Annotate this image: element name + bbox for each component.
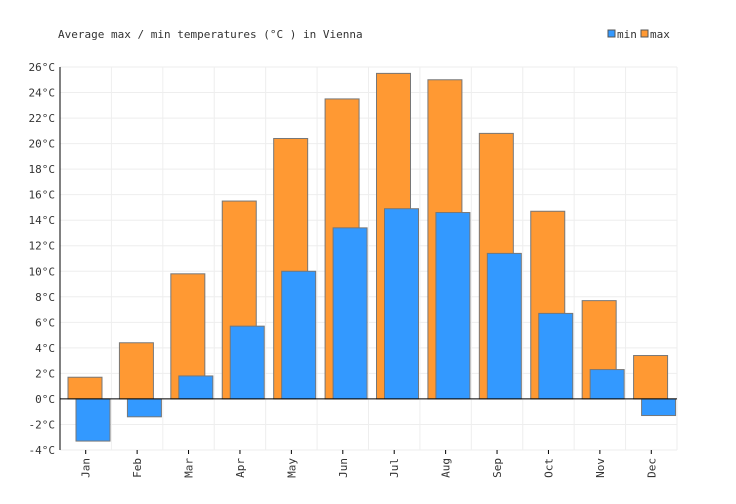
x-tick-label: Sep	[491, 458, 504, 478]
chart-title: Average max / min temperatures (°C ) in …	[58, 28, 363, 41]
bar-min-nov	[589, 369, 625, 400]
y-tick-label: -2°C	[29, 418, 56, 431]
x-tick-label: Aug	[440, 458, 453, 478]
y-tick-label: 14°C	[29, 214, 56, 227]
legend-swatch-min	[607, 29, 616, 38]
y-tick-label: 16°C	[29, 189, 56, 202]
bar-min-aug	[435, 212, 471, 400]
x-tick-label: Dec	[645, 458, 658, 478]
y-tick-label: 0°C	[35, 393, 55, 406]
y-tick-label: 26°C	[29, 61, 56, 74]
legend-label-max: max	[650, 28, 670, 41]
bar-max-feb	[118, 342, 154, 400]
bar-max-dec	[633, 355, 669, 400]
x-tick-label: Jul	[388, 458, 401, 478]
legend: min max	[607, 28, 670, 41]
legend-label-min: min	[617, 28, 637, 41]
y-tick-label: 2°C	[35, 367, 55, 380]
grid	[59, 66, 678, 451]
legend-swatch-max	[640, 29, 649, 38]
y-tick-label: 10°C	[29, 265, 56, 278]
x-tick-label: May	[285, 458, 298, 478]
y-tick-label: 24°C	[29, 87, 56, 100]
bar-min-jan	[75, 398, 111, 442]
bar-min-mar	[178, 375, 214, 400]
y-tick-label: 22°C	[29, 112, 56, 125]
bar-min-sep	[486, 252, 522, 400]
x-tick-label: Oct	[542, 458, 555, 478]
y-tick-label: 8°C	[35, 291, 55, 304]
bar-max-jan	[67, 376, 103, 400]
x-tick-label: Feb	[131, 458, 144, 478]
bar-min-may	[281, 270, 317, 400]
y-tick-label: 20°C	[29, 138, 56, 151]
y-tick-label: -4°C	[29, 444, 56, 457]
bar-min-feb	[126, 398, 162, 418]
x-tick-label: Mar	[183, 458, 196, 478]
y-tick-label: 6°C	[35, 316, 55, 329]
bar-min-dec	[641, 398, 677, 417]
bar-min-apr	[229, 325, 265, 400]
bar-min-jun	[332, 227, 368, 400]
y-tick-label: 4°C	[35, 342, 55, 355]
x-tick-label: Jun	[337, 458, 350, 478]
x-tick-label: Nov	[594, 458, 607, 478]
bar-min-jul	[384, 208, 419, 400]
bar-min-oct	[538, 312, 574, 400]
x-tick-label: Jan	[80, 458, 93, 478]
y-tick-label: 12°C	[29, 240, 56, 253]
bars	[67, 72, 677, 442]
x-tick-label: Apr	[234, 458, 247, 478]
axes: -4°C -2°C 0°C 2°C 4°C 6°C 8°C 10°C 12°C 14°C 16°C 1…	[29, 61, 677, 478]
y-tick-label: 18°C	[29, 163, 56, 176]
